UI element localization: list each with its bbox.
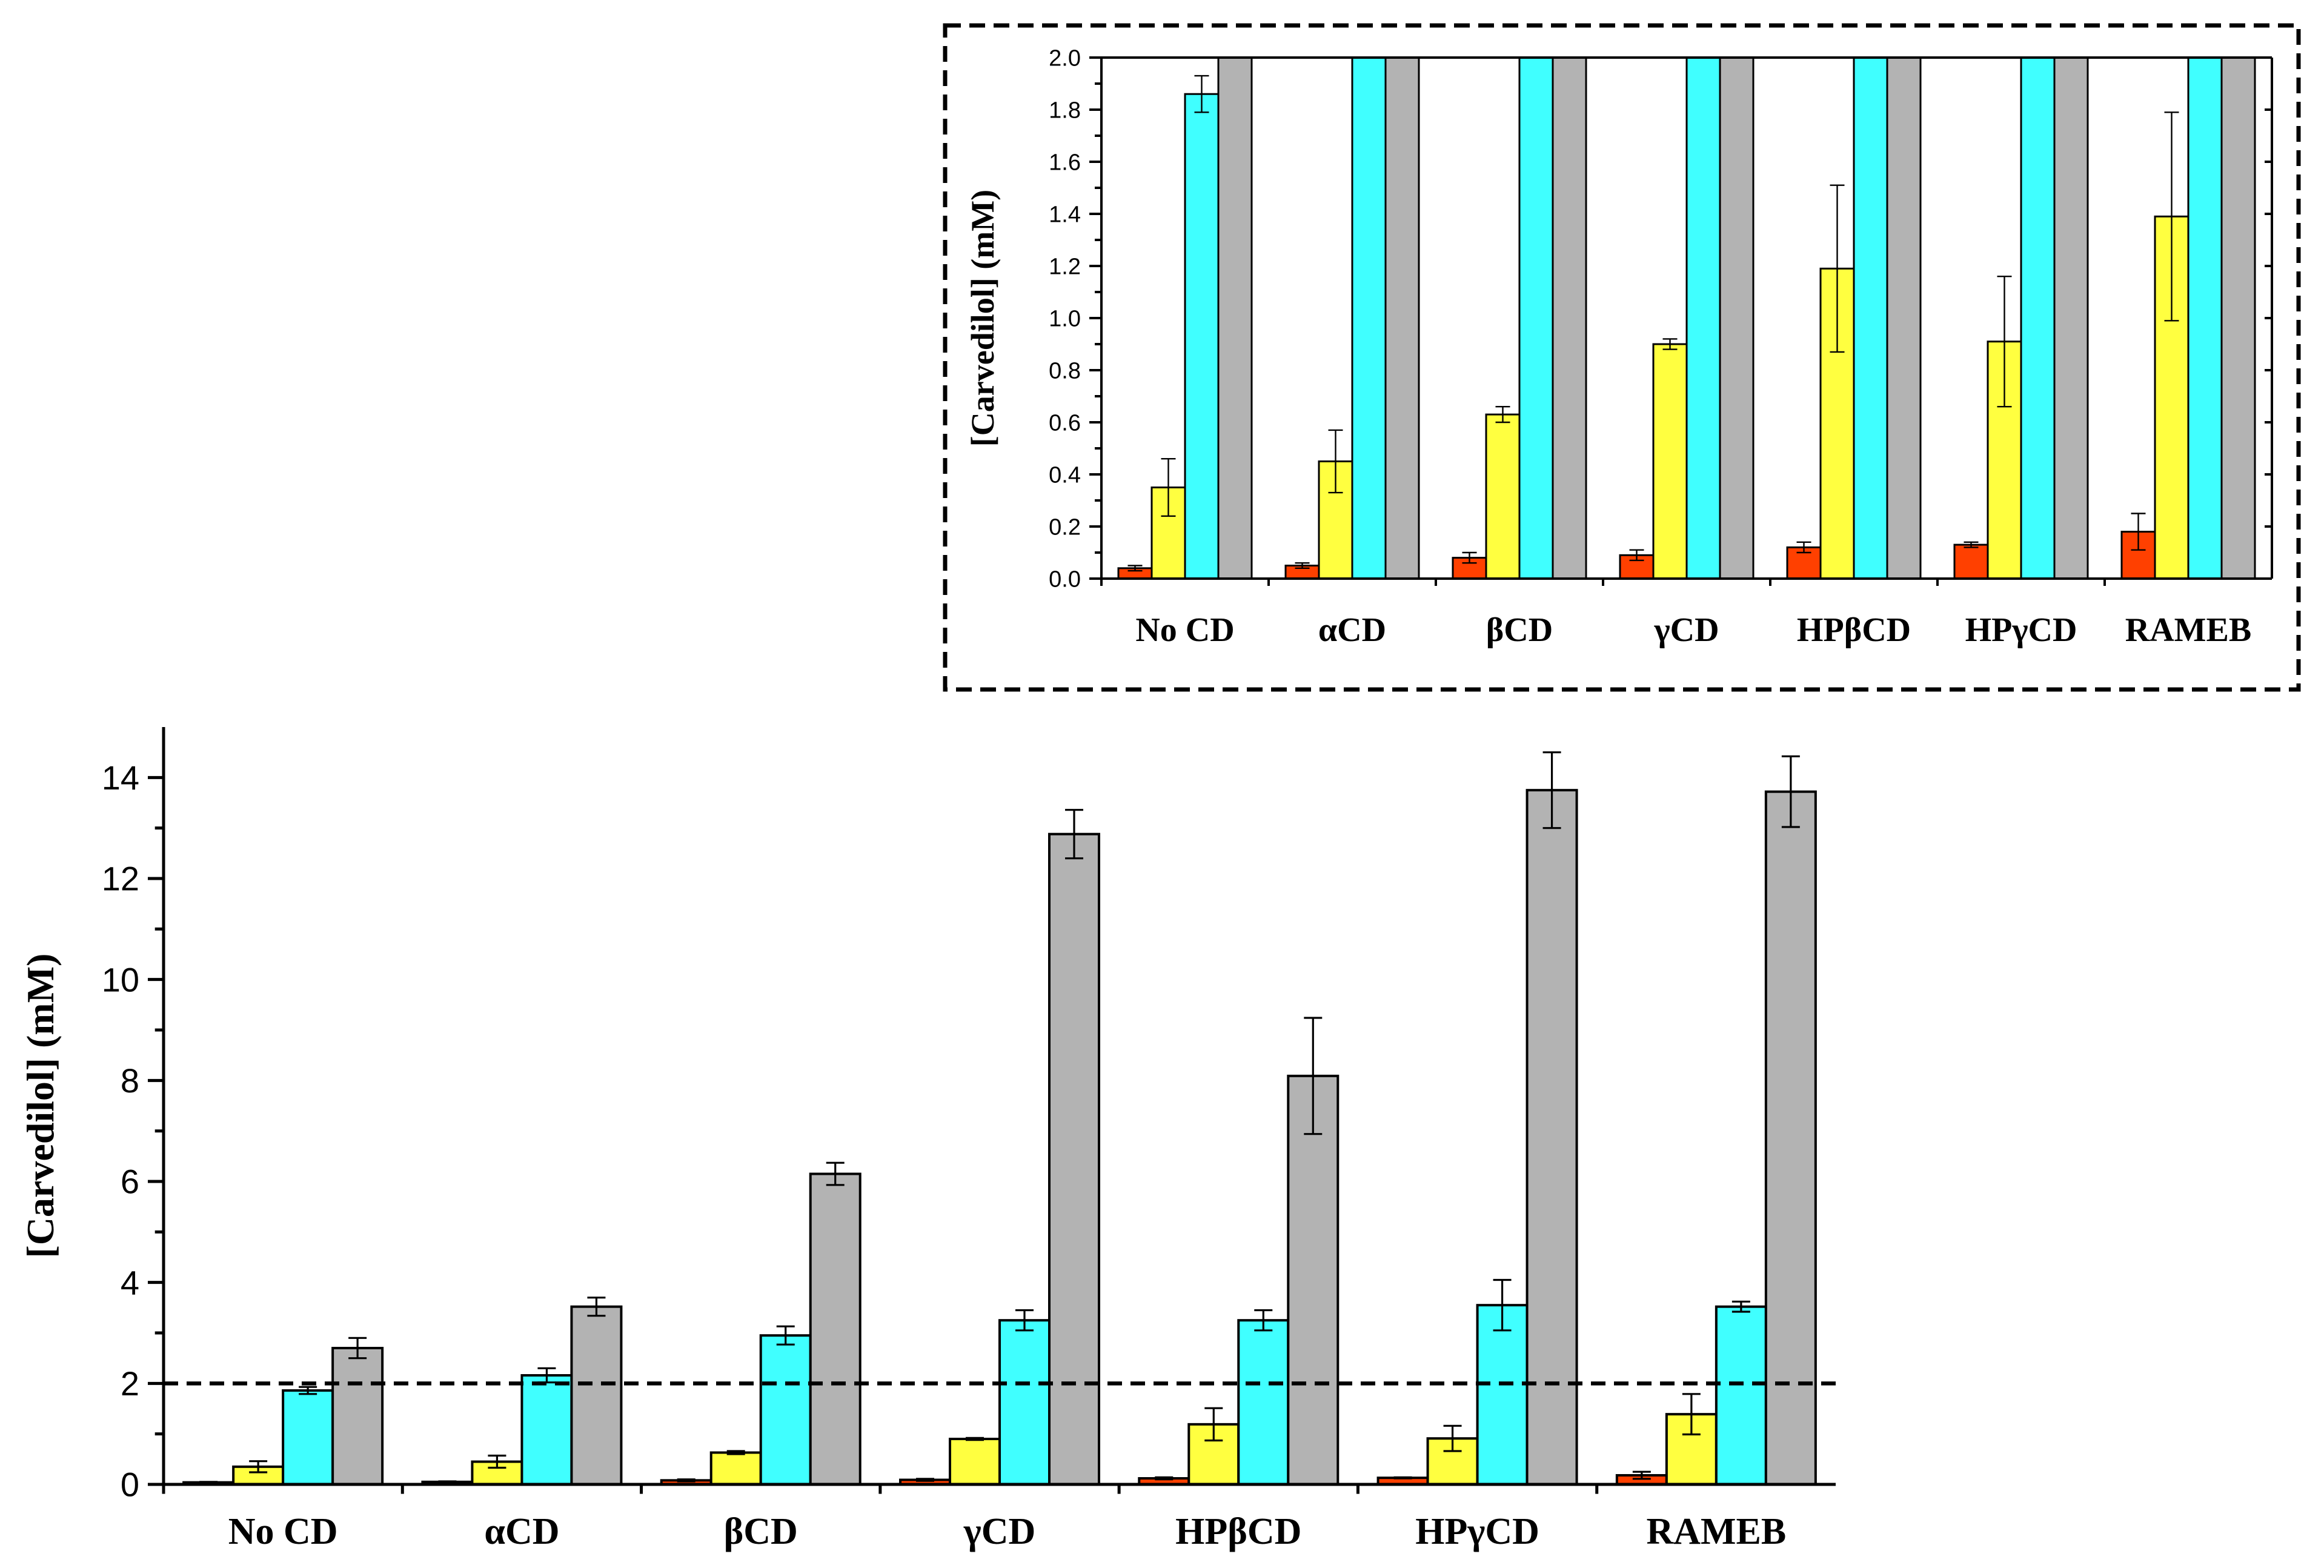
bar-series-3-6 — [2187, 56, 2223, 580]
category-label: γCD — [1653, 611, 1719, 649]
y-tick-label: 0.0 — [1049, 566, 1081, 592]
bar-series-4-5 — [1526, 789, 1578, 1486]
y-tick-label: 14 — [102, 759, 139, 797]
bar-series-4-4 — [1886, 56, 1922, 580]
bar-series-4-0 — [331, 1347, 384, 1486]
bar-series-3-1 — [1351, 56, 1387, 580]
bar-series-3-5 — [2020, 56, 2056, 580]
bar-series-2-2 — [709, 1451, 762, 1486]
category-label: βCD — [1486, 611, 1553, 649]
y-tick-label: 0.6 — [1049, 410, 1081, 436]
category-label: HPβCD — [1797, 611, 1911, 649]
category-label: βCD — [724, 1511, 798, 1552]
bar-series-3-5 — [1476, 1304, 1529, 1486]
category-label: HPβCD — [1175, 1511, 1301, 1552]
y-tick-label: 0.2 — [1049, 514, 1081, 540]
bar-series-4-2 — [809, 1172, 862, 1486]
category-label: αCD — [484, 1511, 559, 1552]
bar-series-2-3 — [1652, 343, 1688, 580]
category-label: RAMEB — [1646, 1511, 1786, 1552]
bar-series-4-1 — [1384, 56, 1420, 580]
bar-series-4-3 — [1048, 832, 1100, 1486]
bar-series-3-1 — [520, 1374, 573, 1486]
bar-series-2-3 — [949, 1438, 1001, 1486]
y-tick-label: 10 — [102, 960, 139, 998]
bar-series-3-4 — [1853, 56, 1888, 580]
bar-series-4-5 — [2053, 56, 2089, 580]
y-tick-label: 12 — [102, 860, 139, 898]
y-tick-label: 4 — [121, 1263, 139, 1301]
y-tick-label: 1.6 — [1049, 150, 1081, 175]
bar-series-3-2 — [759, 1334, 812, 1486]
y-axis-title: [Carvedilol] (mM) — [19, 954, 62, 1258]
y-tick-label: 1.8 — [1049, 98, 1081, 123]
y-tick-label: 0.4 — [1049, 462, 1081, 488]
bar-series-1-5 — [1953, 543, 1989, 580]
y-tick-label: 1.0 — [1049, 306, 1081, 331]
y-tick-label: 1.2 — [1049, 254, 1081, 279]
y-tick-label: 0.8 — [1049, 358, 1081, 384]
bar-series-3-4 — [1237, 1319, 1290, 1486]
category-label: No CD — [1135, 611, 1234, 649]
y-axis-title: [Carvedilol] (mM) — [964, 190, 1001, 447]
bar-series-4-2 — [1552, 56, 1587, 580]
main-chart: No CD αCD βCD γCD HPβCD HPγCD RAMEB 0 2 4 6 8 10 12 14… — [19, 727, 1836, 1552]
bar-series-3-0 — [282, 1389, 334, 1486]
inset-chart: No CD αCD βCD γCD HPβCD HPγCD RAMEB 0.0 0.2 0.4 0.… — [964, 45, 2273, 649]
bar-series-3-3 — [1685, 56, 1721, 580]
category-label: γCD — [963, 1511, 1036, 1552]
bar-series-2-2 — [1485, 413, 1521, 580]
category-label: HPγCD — [1965, 611, 2077, 649]
category-label: HPγCD — [1415, 1511, 1539, 1552]
bar-series-4-1 — [570, 1305, 623, 1486]
y-tick-label: 8 — [121, 1061, 139, 1100]
bar-series-4-6 — [2220, 56, 2256, 580]
bar-series-4-6 — [1764, 790, 1817, 1486]
bar-series-3-2 — [1518, 56, 1554, 580]
bar-series-3-0 — [1184, 93, 1220, 580]
y-tick-label: 2.0 — [1049, 45, 1081, 71]
bar-series-3-6 — [1715, 1305, 1767, 1486]
category-label: αCD — [1318, 611, 1386, 649]
y-tick-label: 1.4 — [1049, 202, 1081, 227]
category-label: No CD — [228, 1511, 338, 1552]
y-tick-label: 6 — [121, 1163, 139, 1201]
bar-series-4-4 — [1287, 1074, 1340, 1486]
category-label: RAMEB — [2125, 611, 2251, 649]
y-tick-label: 2 — [121, 1364, 139, 1403]
bar-series-4-3 — [1719, 56, 1755, 580]
y-tick-label: 0 — [121, 1466, 139, 1504]
inset-border — [943, 23, 2301, 692]
bar-series-4-0 — [1217, 56, 1253, 580]
bar-series-3-3 — [998, 1319, 1051, 1486]
